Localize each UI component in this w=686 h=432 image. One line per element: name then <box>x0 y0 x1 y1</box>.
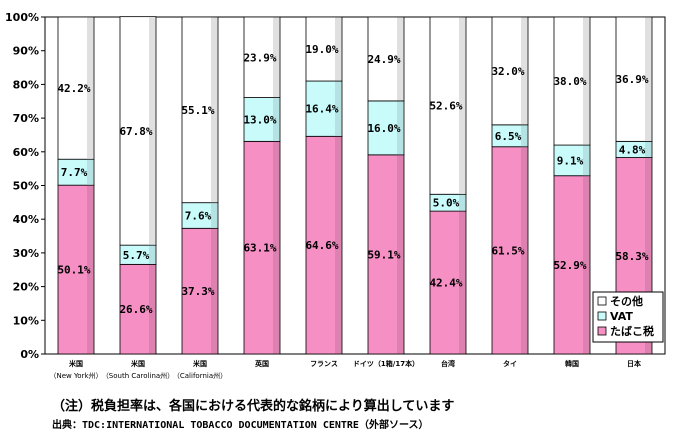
data-label: 16.0% <box>367 122 400 135</box>
data-label: 52.6% <box>429 100 462 113</box>
bar-segment-shade <box>149 245 156 264</box>
x-tick-label: 台湾 <box>441 359 455 368</box>
y-tick-label: 40% <box>13 213 39 226</box>
data-label: 24.9% <box>367 53 400 66</box>
data-label: 7.7% <box>61 166 88 179</box>
x-tick-label: タイ <box>503 359 517 368</box>
legend-swatch <box>597 296 607 306</box>
data-label: 64.6% <box>305 239 338 252</box>
bar-segment-shade <box>273 98 280 141</box>
bar-segment-shade <box>335 17 342 81</box>
bar-segment-shade <box>459 211 466 354</box>
data-label: 4.8% <box>619 143 646 156</box>
data-label: 61.5% <box>491 244 524 257</box>
bar-segment-shade <box>335 81 342 136</box>
data-label: 42.4% <box>429 277 462 290</box>
bar-segment-shade <box>583 145 590 176</box>
bar-segment-shade <box>397 155 404 354</box>
source-credit: 出典：TDC:INTERNATIONAL TOBACCO DOCUMENTATI… <box>52 420 429 431</box>
bar-segment-shade <box>645 17 652 141</box>
bar-segment-shade <box>149 264 156 354</box>
bar-segment-shade <box>211 203 218 228</box>
bar-segment-shade <box>459 194 466 211</box>
bar-segment-shade <box>521 147 528 354</box>
x-tick-label: 米国 <box>68 359 83 368</box>
y-tick-label: 80% <box>13 78 39 91</box>
bar-segment-shade <box>149 17 156 245</box>
data-label: 50.1% <box>57 264 90 277</box>
data-label: 32.0% <box>491 65 524 78</box>
x-tick-label: フランス <box>310 360 338 368</box>
bar-segment-shade <box>645 158 652 354</box>
legend-label: その他 <box>610 294 643 308</box>
bar-segment-shade <box>87 185 94 354</box>
bar-segment-shade <box>583 17 590 145</box>
y-tick-label: 90% <box>13 45 39 58</box>
bar-segment-shade <box>397 17 404 101</box>
legend-swatch <box>597 311 607 321</box>
bar-segment-shade <box>87 159 94 185</box>
data-label: 55.1% <box>181 104 214 117</box>
x-tick-sublabel: （California州） <box>173 372 227 380</box>
data-label: 59.1% <box>367 248 400 261</box>
x-tick-sublabel: （South Carolina州） <box>102 372 174 380</box>
bar-segment-shade <box>645 141 652 158</box>
bar-segment-shade <box>521 125 528 147</box>
bar-segment-shade <box>521 17 528 125</box>
data-label: 36.9% <box>615 73 648 86</box>
data-label: 19.0% <box>305 43 338 56</box>
data-label: 38.0% <box>553 75 586 88</box>
data-label: 9.1% <box>557 154 584 167</box>
bar-segment-shade <box>335 136 342 354</box>
data-label: 63.1% <box>243 242 276 255</box>
y-tick-label: 0% <box>20 348 39 361</box>
data-label: 26.6% <box>119 303 152 316</box>
x-tick-label: 韓国 <box>565 359 579 368</box>
bar-segment-shade <box>211 17 218 203</box>
bar-segment-shade <box>273 17 280 98</box>
bar-segment-shade <box>397 101 404 155</box>
bar-segment-shade <box>87 17 94 159</box>
data-label: 58.3% <box>615 250 648 263</box>
data-label: 37.3% <box>181 285 214 298</box>
legend-swatch <box>597 326 607 336</box>
x-tick-label: 英国 <box>254 359 269 368</box>
data-label: 7.6% <box>185 209 212 222</box>
data-label: 5.0% <box>433 197 460 210</box>
y-tick-label: 60% <box>13 146 39 159</box>
data-label: 16.4% <box>305 103 338 116</box>
data-label: 52.9% <box>553 259 586 272</box>
bar-segment-shade <box>583 176 590 354</box>
legend-label: たばこ税 <box>610 324 654 338</box>
y-tick-label: 20% <box>13 281 39 294</box>
bar-segment-shade <box>459 17 466 194</box>
footnote: （注）税負担率は、各国における代表的な銘柄により算出しています <box>52 399 455 414</box>
x-tick-label: 米国 <box>192 359 207 368</box>
stacked-bar-chart: 0% 10% 20% 30% 40% 50% 60% 70% 80% 90% 100% 50.1% 7.… <box>5 11 666 380</box>
x-tick-label: ドイツ（1箱/17本） <box>353 359 419 368</box>
data-label: 5.7% <box>123 249 150 262</box>
data-label: 13.0% <box>243 113 276 126</box>
bar-segment-shade <box>211 228 218 354</box>
y-tick-label: 30% <box>13 247 39 260</box>
y-tick-label: 100% <box>5 11 39 24</box>
data-label: 6.5% <box>495 130 522 143</box>
y-tick-label: 50% <box>13 180 39 193</box>
legend-label: VAT <box>610 310 633 323</box>
y-tick-label: 70% <box>13 112 39 125</box>
x-tick-sublabel: （New York州） <box>49 372 102 380</box>
bar-segment-shade <box>273 141 280 354</box>
data-label: 42.2% <box>57 82 90 95</box>
data-label: 67.8% <box>119 125 152 138</box>
x-tick-label: 日本 <box>627 359 641 368</box>
x-tick-label: 米国 <box>130 359 145 368</box>
y-tick-label: 10% <box>13 314 39 327</box>
data-label: 23.9% <box>243 51 276 64</box>
